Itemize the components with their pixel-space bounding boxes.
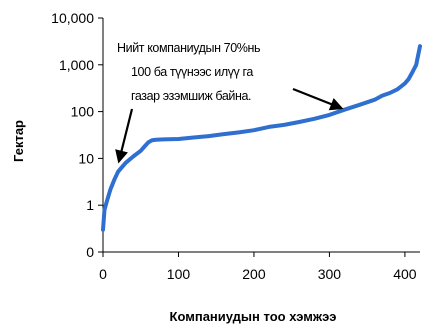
series-line	[101, 44, 422, 232]
annotation-arrow-right	[292, 87, 344, 111]
y-axis-title: Гектар	[11, 120, 26, 162]
y-tick-label: 1,000	[59, 57, 94, 73]
series-layer	[101, 44, 422, 232]
x-tick-label: 0	[99, 266, 107, 282]
x-axis: 0 100 200 300 400	[99, 252, 417, 282]
annotation-line: Нийт компаниудын 70%нь	[117, 41, 260, 55]
y-tick-label: 0	[86, 244, 94, 260]
x-tick-label: 100	[167, 266, 191, 282]
x-tick-label: 400	[393, 266, 417, 282]
annotation-arrow-left	[115, 108, 134, 164]
y-tick-label: 10,000	[51, 10, 94, 26]
x-axis-title: Компаниудын тоо хэмжээ	[170, 309, 337, 324]
annotation: Нийт компаниудын 70%нь 100 ба түүнээс илү…	[115, 41, 344, 164]
x-tick-label: 300	[318, 266, 342, 282]
y-axis: 0 1 10 100 1,000 10,000	[51, 10, 103, 260]
x-tick-label: 200	[242, 266, 266, 282]
annotation-line: 100 ба түүнээс илүү га	[131, 65, 253, 79]
y-tick-label: 10	[78, 150, 94, 166]
y-tick-label: 100	[71, 104, 95, 120]
annotation-line: газар эзэмшиж байна.	[131, 89, 251, 103]
y-tick-label: 1	[86, 197, 94, 213]
